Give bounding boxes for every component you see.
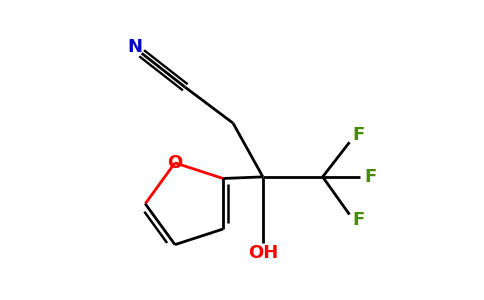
Text: F: F <box>352 126 364 144</box>
Text: OH: OH <box>248 244 278 262</box>
Text: F: F <box>364 168 377 186</box>
Text: O: O <box>167 154 182 172</box>
Text: N: N <box>127 38 142 56</box>
Text: F: F <box>352 212 364 230</box>
